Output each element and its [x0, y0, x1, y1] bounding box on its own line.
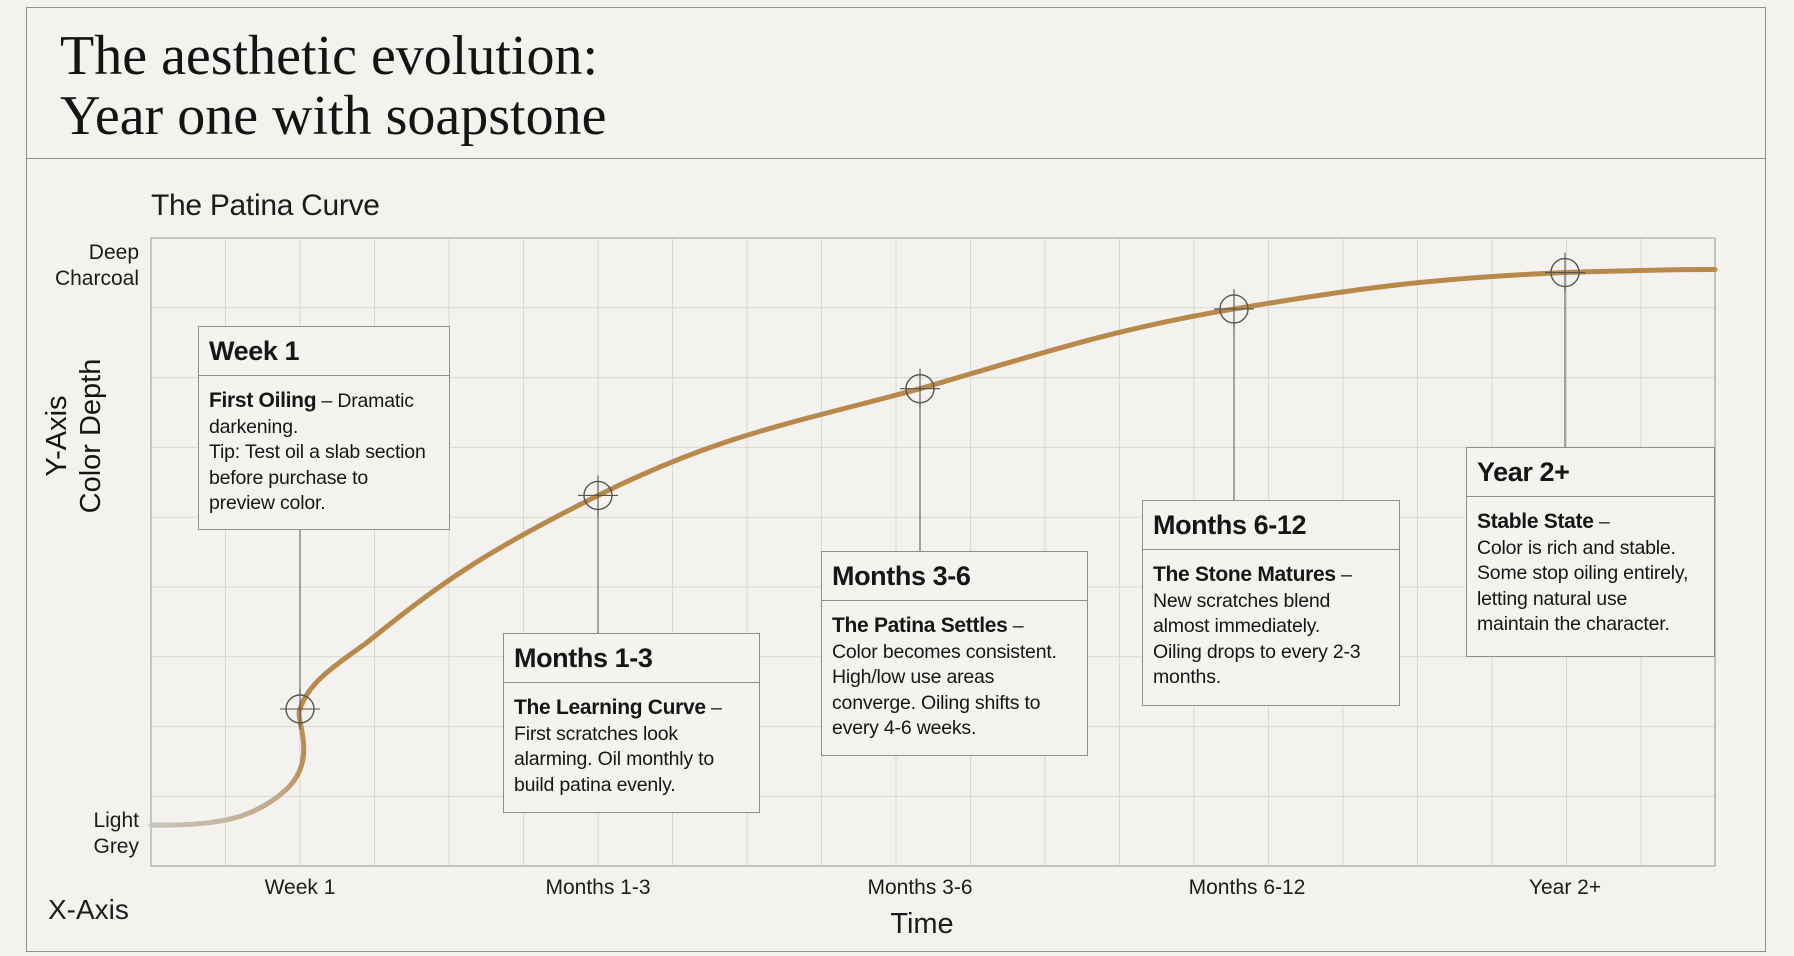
- card-text-line: before purchase to: [209, 466, 369, 489]
- annotation-card-year-2: Year 2+ Stable State – Color is rich and…: [1466, 447, 1715, 657]
- card-body: The Learning Curve – First scratches loo…: [514, 696, 722, 796]
- annotation-card-months-1-3: Months 1-3 The Learning Curve – First sc…: [503, 633, 760, 813]
- card-text-line: First scratches look: [514, 722, 678, 745]
- x-tick-label: Months 3-6: [867, 876, 973, 899]
- card-text-line: months.: [1153, 666, 1221, 688]
- card-subheading: The Learning Curve: [514, 696, 706, 719]
- y-axis-label: Color Depth: [75, 358, 107, 514]
- card-subheading: The Patina Settles: [832, 614, 1008, 637]
- x-tick-label: Week 1: [264, 876, 336, 899]
- header-band: [26, 7, 1766, 159]
- plot-border: [150, 237, 1716, 867]
- card-text-line: Oiling drops to every 2-3: [1153, 640, 1361, 663]
- card-text-line: alarming. Oil monthly to: [514, 748, 715, 770]
- card-body: The Stone Matures – New scratches blend …: [1153, 563, 1361, 688]
- annotation-card-months-3-6: Months 3-6 The Patina Settles – Color be…: [821, 551, 1088, 756]
- card-text-line: High/low use areas: [832, 666, 995, 688]
- page-title: The aesthetic evolution: Year one with s…: [60, 26, 606, 146]
- x-axis-prefix: X-Axis: [48, 894, 129, 925]
- chart-title: The Patina Curve: [151, 189, 380, 222]
- card-text-line: Color becomes consistent.: [832, 640, 1057, 663]
- card-text-line: Color is rich and stable.: [1477, 536, 1676, 559]
- card-subheading: Stable State: [1477, 510, 1594, 533]
- y-axis-title: Y-Axis Color Depth: [40, 336, 108, 536]
- page-frame: [26, 7, 1766, 952]
- title-line-2: Year one with soapstone: [60, 85, 607, 147]
- card-text-line: build patina evenly.: [514, 773, 676, 796]
- card-body: Stable State – Color is rich and stable.…: [1477, 510, 1689, 635]
- y-top-label-line-1: Deep: [88, 241, 139, 264]
- card-text-line: letting natural use: [1477, 587, 1628, 610]
- card-heading: Year 2+: [1467, 448, 1714, 497]
- x-axis-label: Time: [890, 908, 954, 940]
- card-heading: Months 1-3: [504, 634, 759, 683]
- y-top-label: Deep Charcoal: [55, 240, 139, 292]
- card-text-line: New scratches blend: [1153, 589, 1331, 612]
- card-body: First Oiling – Dramatic darkening. Tip: …: [209, 389, 426, 514]
- card-text-line: Some stop oiling entirely,: [1477, 562, 1689, 584]
- card-text-line: darkening.: [209, 415, 299, 438]
- card-text-line: every 4-6 weeks.: [832, 717, 977, 739]
- y-top-label-line-2: Charcoal: [54, 267, 139, 290]
- y-axis-prefix: Y-Axis: [41, 395, 73, 477]
- card-heading: Week 1: [199, 327, 449, 376]
- patina-curve-line: [297, 267, 1718, 712]
- x-tick-label: Months 6-12: [1188, 876, 1306, 899]
- y-bottom-label-line-1: Light: [93, 809, 139, 832]
- x-tick-label: Months 1-3: [545, 876, 651, 899]
- y-bottom-label-line-2: Grey: [93, 835, 139, 858]
- card-subheading: The Stone Matures: [1153, 563, 1336, 586]
- annotation-card-months-6-12: Months 6-12 The Stone Matures – New scra…: [1142, 500, 1400, 706]
- card-text-line: Tip: Test oil a slab section: [209, 441, 426, 463]
- x-tick-label: Year 2+: [1528, 876, 1602, 899]
- annotation-card-week-1: Week 1 First Oiling – Dramatic darkening…: [198, 326, 450, 530]
- card-heading: Months 6-12: [1143, 501, 1399, 550]
- card-text-line: maintain the character.: [1477, 613, 1670, 635]
- card-text-line: almost immediately.: [1153, 615, 1321, 637]
- card-body: The Patina Settles – Color becomes consi…: [832, 614, 1057, 739]
- card-heading: Months 3-6: [822, 552, 1087, 601]
- y-bottom-label: Light Grey: [93, 808, 139, 860]
- card-text-line: preview color.: [209, 492, 326, 514]
- card-text-line: converge. Oiling shifts to: [832, 691, 1041, 714]
- curve-segment-initial: [148, 706, 307, 828]
- card-text-line: Dramatic: [337, 390, 414, 412]
- title-line-1: The aesthetic evolution:: [60, 25, 599, 87]
- card-subheading: First Oiling: [209, 389, 317, 412]
